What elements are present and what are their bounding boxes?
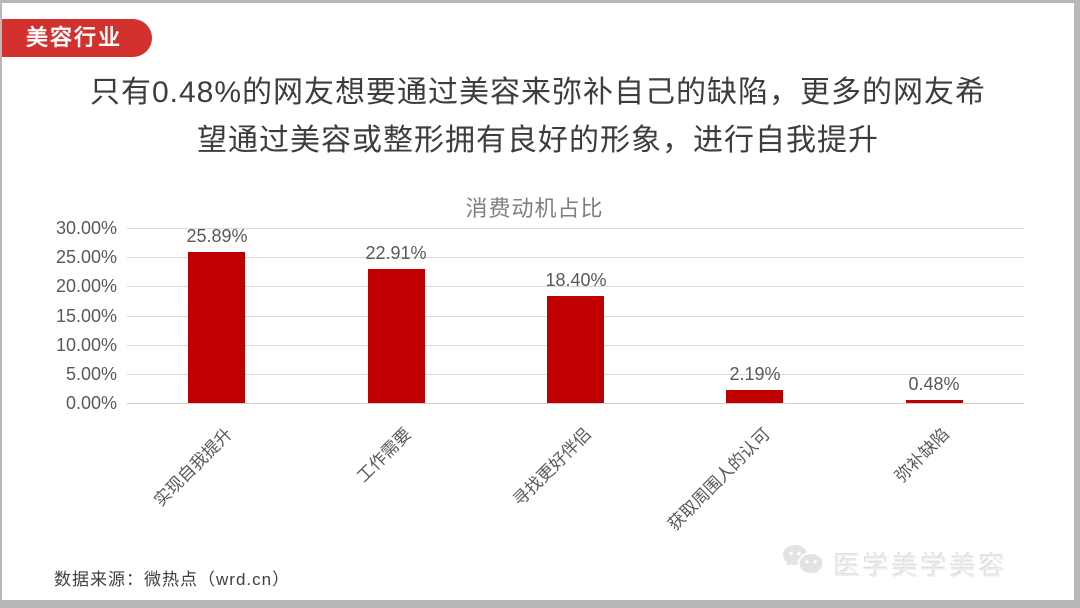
y-axis-label: 15.00%	[55, 306, 117, 326]
watermark-text: 医学美学美容	[833, 551, 1008, 581]
x-axis-label: 弥补缺陷	[891, 424, 953, 487]
watermark: 医学美学美容	[780, 543, 1008, 586]
bar-value-label: 22.91%	[365, 243, 427, 263]
data-source-note: 数据来源：微热点（wrd.cn）	[54, 570, 291, 589]
bar-value-label: 2.19%	[729, 364, 781, 384]
bar	[368, 269, 425, 403]
bar	[547, 296, 604, 403]
bar-value-label: 0.48%	[908, 374, 960, 394]
x-axis-label: 获取周围人的认可	[664, 424, 774, 535]
x-axis-label: 实现自我提升	[150, 424, 236, 511]
bar	[726, 390, 783, 403]
y-axis-label: 25.00%	[55, 247, 117, 267]
wechat-icon	[780, 543, 826, 586]
bar	[906, 400, 963, 403]
bar-value-label: 18.40%	[545, 270, 607, 290]
gridline	[127, 228, 1024, 229]
y-axis-label: 0.00%	[65, 393, 117, 413]
y-axis-label: 5.00%	[65, 364, 117, 384]
x-axis-label: 工作需要	[353, 424, 415, 487]
category-badge: 美容行业	[2, 19, 153, 57]
headline: 只有0.48%的网友想要通过美容来弥补自己的缺陷，更多的网友希 望通过美容或整形…	[2, 69, 1074, 165]
gridline	[127, 286, 1024, 287]
x-axis-label: 寻找更好伴侣	[509, 424, 595, 511]
chart-title: 消费动机占比	[465, 196, 604, 221]
headline-line-2: 望通过美容或整形拥有良好的形象，进行自我提升	[197, 124, 879, 157]
gridline	[127, 257, 1024, 258]
y-axis-label: 20.00%	[55, 276, 117, 296]
y-axis-label: 30.00%	[55, 218, 117, 238]
bar	[188, 252, 245, 403]
x-axis-line	[127, 403, 1024, 404]
headline-line-1: 只有0.48%的网友想要通过美容来弥补自己的缺陷，更多的网友希	[89, 76, 987, 109]
y-axis-label: 10.00%	[55, 335, 117, 355]
bar-value-label: 25.89%	[186, 226, 248, 246]
